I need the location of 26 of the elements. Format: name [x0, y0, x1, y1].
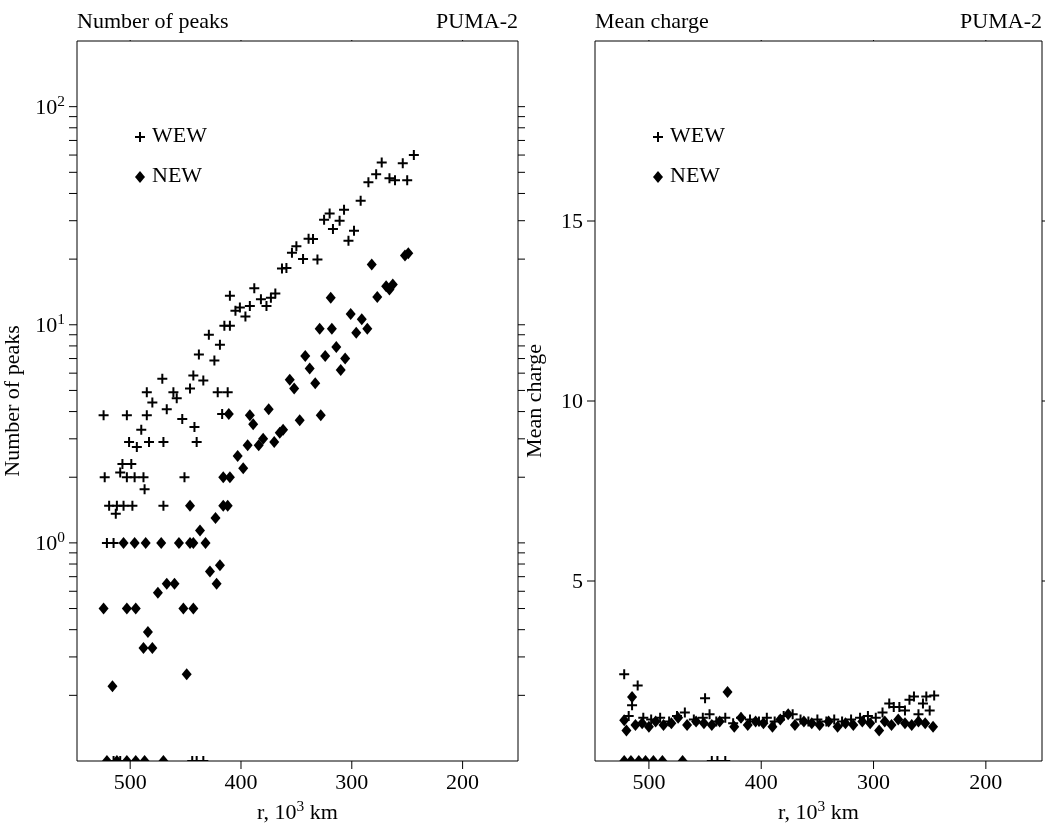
chart-title: Number of peaks: [77, 8, 229, 34]
x-tick-label: 400: [224, 769, 258, 794]
legend-label: WEW: [152, 122, 207, 147]
text: PUMA-2: [436, 8, 518, 34]
y-axis-title: Number of peaks: [0, 325, 24, 477]
x-axis-title: r, 10$^{3}$ km: [257, 796, 338, 824]
legend-label: NEW: [152, 162, 203, 187]
y-tick-label: 5: [572, 568, 583, 593]
x-axis-title: r, 10$^{3}$ km: [778, 796, 859, 824]
x-tick-label: 300: [857, 769, 891, 794]
x-tick-label: 200: [969, 769, 1003, 794]
y-tick-label: 10$^{2}$: [35, 91, 65, 119]
y-tick-label: 10: [561, 388, 583, 413]
y-tick-label: 15: [561, 208, 583, 233]
x-tick-label: 500: [113, 769, 147, 794]
x-tick-label: 400: [744, 769, 778, 794]
x-tick-label: 500: [632, 769, 666, 794]
x-tick-label: 300: [335, 769, 369, 794]
legend-label: NEW: [670, 162, 721, 187]
x-tick-label: 200: [446, 769, 480, 794]
text: PUMA-2: [960, 8, 1042, 34]
legend-label: WEW: [670, 122, 725, 147]
y-axis-title: Mean charge: [521, 344, 546, 458]
y-tick-label: 10$^{0}$: [35, 527, 66, 555]
chart-title: Mean charge: [595, 8, 709, 34]
y-tick-label: 10$^{1}$: [35, 309, 65, 337]
